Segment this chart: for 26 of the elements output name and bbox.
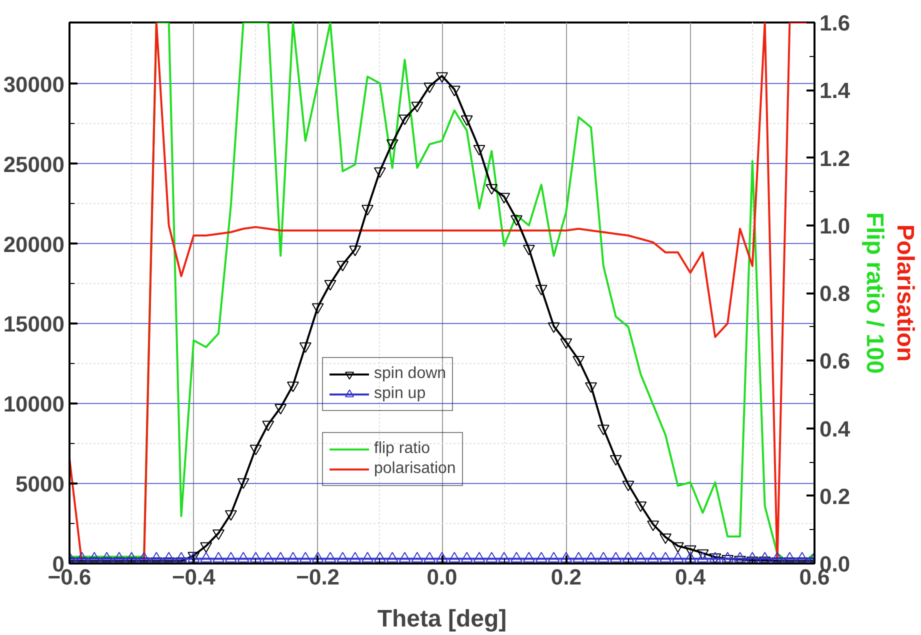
y2-tick-label: 0.6 — [820, 348, 850, 374]
x-axis-title: Theta [deg] — [377, 606, 507, 632]
y2-tick-label: 1.2 — [820, 146, 850, 171]
legend-label: flip ratio — [374, 439, 430, 459]
y-tick-label: 5000 — [16, 472, 65, 497]
x-tick-label: 0.0 — [426, 564, 458, 590]
y-tick-label: 30000 — [3, 72, 65, 97]
y2-tick-label: 0.4 — [820, 416, 851, 442]
x-tick-label: −0.2 — [296, 564, 340, 590]
y2-tick-label: 1.0 — [820, 213, 850, 238]
y-tick-label: 15000 — [3, 312, 65, 337]
text: Polarisation — [892, 224, 918, 362]
y-tick-label: 10000 — [3, 392, 65, 417]
y2-tick-label: 0.8 — [820, 281, 850, 306]
x-tick-label: 0.4 — [675, 564, 706, 590]
y2-tick-label: 1.6 — [820, 10, 850, 36]
y-tick-label: 25000 — [3, 152, 65, 177]
legend-label: spin up — [374, 384, 426, 404]
x-tick-label: 0.2 — [550, 564, 582, 590]
y2-tick-label: 0.2 — [820, 484, 850, 509]
y2-tick-label: 1.4 — [820, 78, 851, 104]
legend-label: polarisation — [374, 459, 456, 479]
y2-axis-title: Flip ratio / 100 — [861, 212, 888, 374]
y-tick-label: 20000 — [3, 232, 65, 257]
x-tick-label: −0.4 — [172, 564, 216, 590]
legend-label: spin down — [374, 364, 446, 384]
